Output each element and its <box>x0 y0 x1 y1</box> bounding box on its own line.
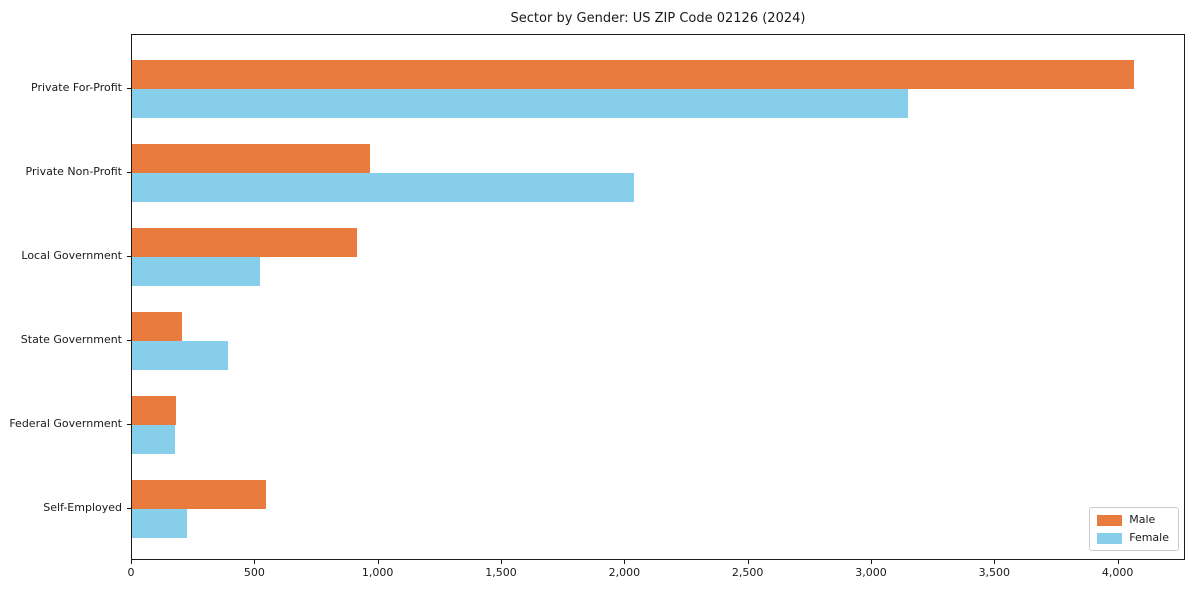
x-axis-tick <box>377 560 379 564</box>
legend-swatch-male <box>1097 514 1123 526</box>
x-axis-tick <box>1117 560 1119 564</box>
x-axis-tick <box>624 560 626 564</box>
y-axis-tick <box>127 171 131 173</box>
bar-male-local-government <box>132 227 358 257</box>
legend-swatch-female <box>1097 532 1123 544</box>
legend-entry-female: Female <box>1097 532 1169 544</box>
x-axis-tick <box>500 560 502 564</box>
x-axis-tick-label: 0 <box>127 566 135 579</box>
bar-female-federal-government <box>132 424 176 454</box>
y-axis-label-private-non-profit: Private Non-Profit <box>25 164 122 178</box>
y-axis-tick <box>127 255 131 257</box>
x-axis-tick <box>870 560 872 564</box>
y-axis-label-state-government: State Government <box>20 332 122 346</box>
x-axis-tick-label: 4,000 <box>1101 566 1134 579</box>
y-axis-label-local-government: Local Government <box>21 248 122 262</box>
bar-female-private-non-profit <box>132 172 635 202</box>
y-axis-label-self-employed: Self-Employed <box>43 500 122 514</box>
x-axis-tick-label: 2,000 <box>608 566 641 579</box>
chart-title: Sector by Gender: US ZIP Code 02126 (202… <box>510 11 806 26</box>
bar-male-private-non-profit <box>132 143 370 173</box>
x-axis-tick-label: 1,000 <box>361 566 394 579</box>
y-axis-label-private-for-profit: Private For-Profit <box>31 81 122 94</box>
plot-area: Male Female <box>131 34 1185 560</box>
legend-label-male: Male <box>1129 513 1156 526</box>
x-axis-tick-label: 2,500 <box>731 566 764 579</box>
bar-male-federal-government <box>132 395 177 425</box>
x-axis-tick-label: 500 <box>243 566 265 579</box>
x-axis-tick <box>254 560 256 564</box>
legend-label-female: Female <box>1129 531 1169 544</box>
bar-female-private-for-profit <box>132 89 908 118</box>
y-axis-label-federal-government: Federal Government <box>9 416 122 430</box>
x-axis-tick <box>994 560 996 564</box>
legend: Male Female <box>1089 507 1179 551</box>
y-axis-tick <box>127 88 131 89</box>
x-axis-tick-label: 3,500 <box>978 566 1011 579</box>
legend-entry-male: Male <box>1097 514 1169 526</box>
x-axis-tick <box>747 560 749 564</box>
x-axis-tick-label: 3,000 <box>855 566 887 579</box>
x-axis-tick <box>131 560 132 564</box>
bar-male-private-for-profit <box>132 60 1135 89</box>
y-axis-tick <box>127 507 131 509</box>
y-axis-tick <box>127 423 131 425</box>
bar-female-self-employed <box>132 508 188 538</box>
bar-female-state-government <box>132 340 229 370</box>
y-axis-tick <box>127 339 131 341</box>
bar-male-self-employed <box>132 479 267 509</box>
bar-female-local-government <box>132 256 261 286</box>
x-axis-tick-label: 1,500 <box>485 566 517 579</box>
bar-male-state-government <box>132 311 183 341</box>
